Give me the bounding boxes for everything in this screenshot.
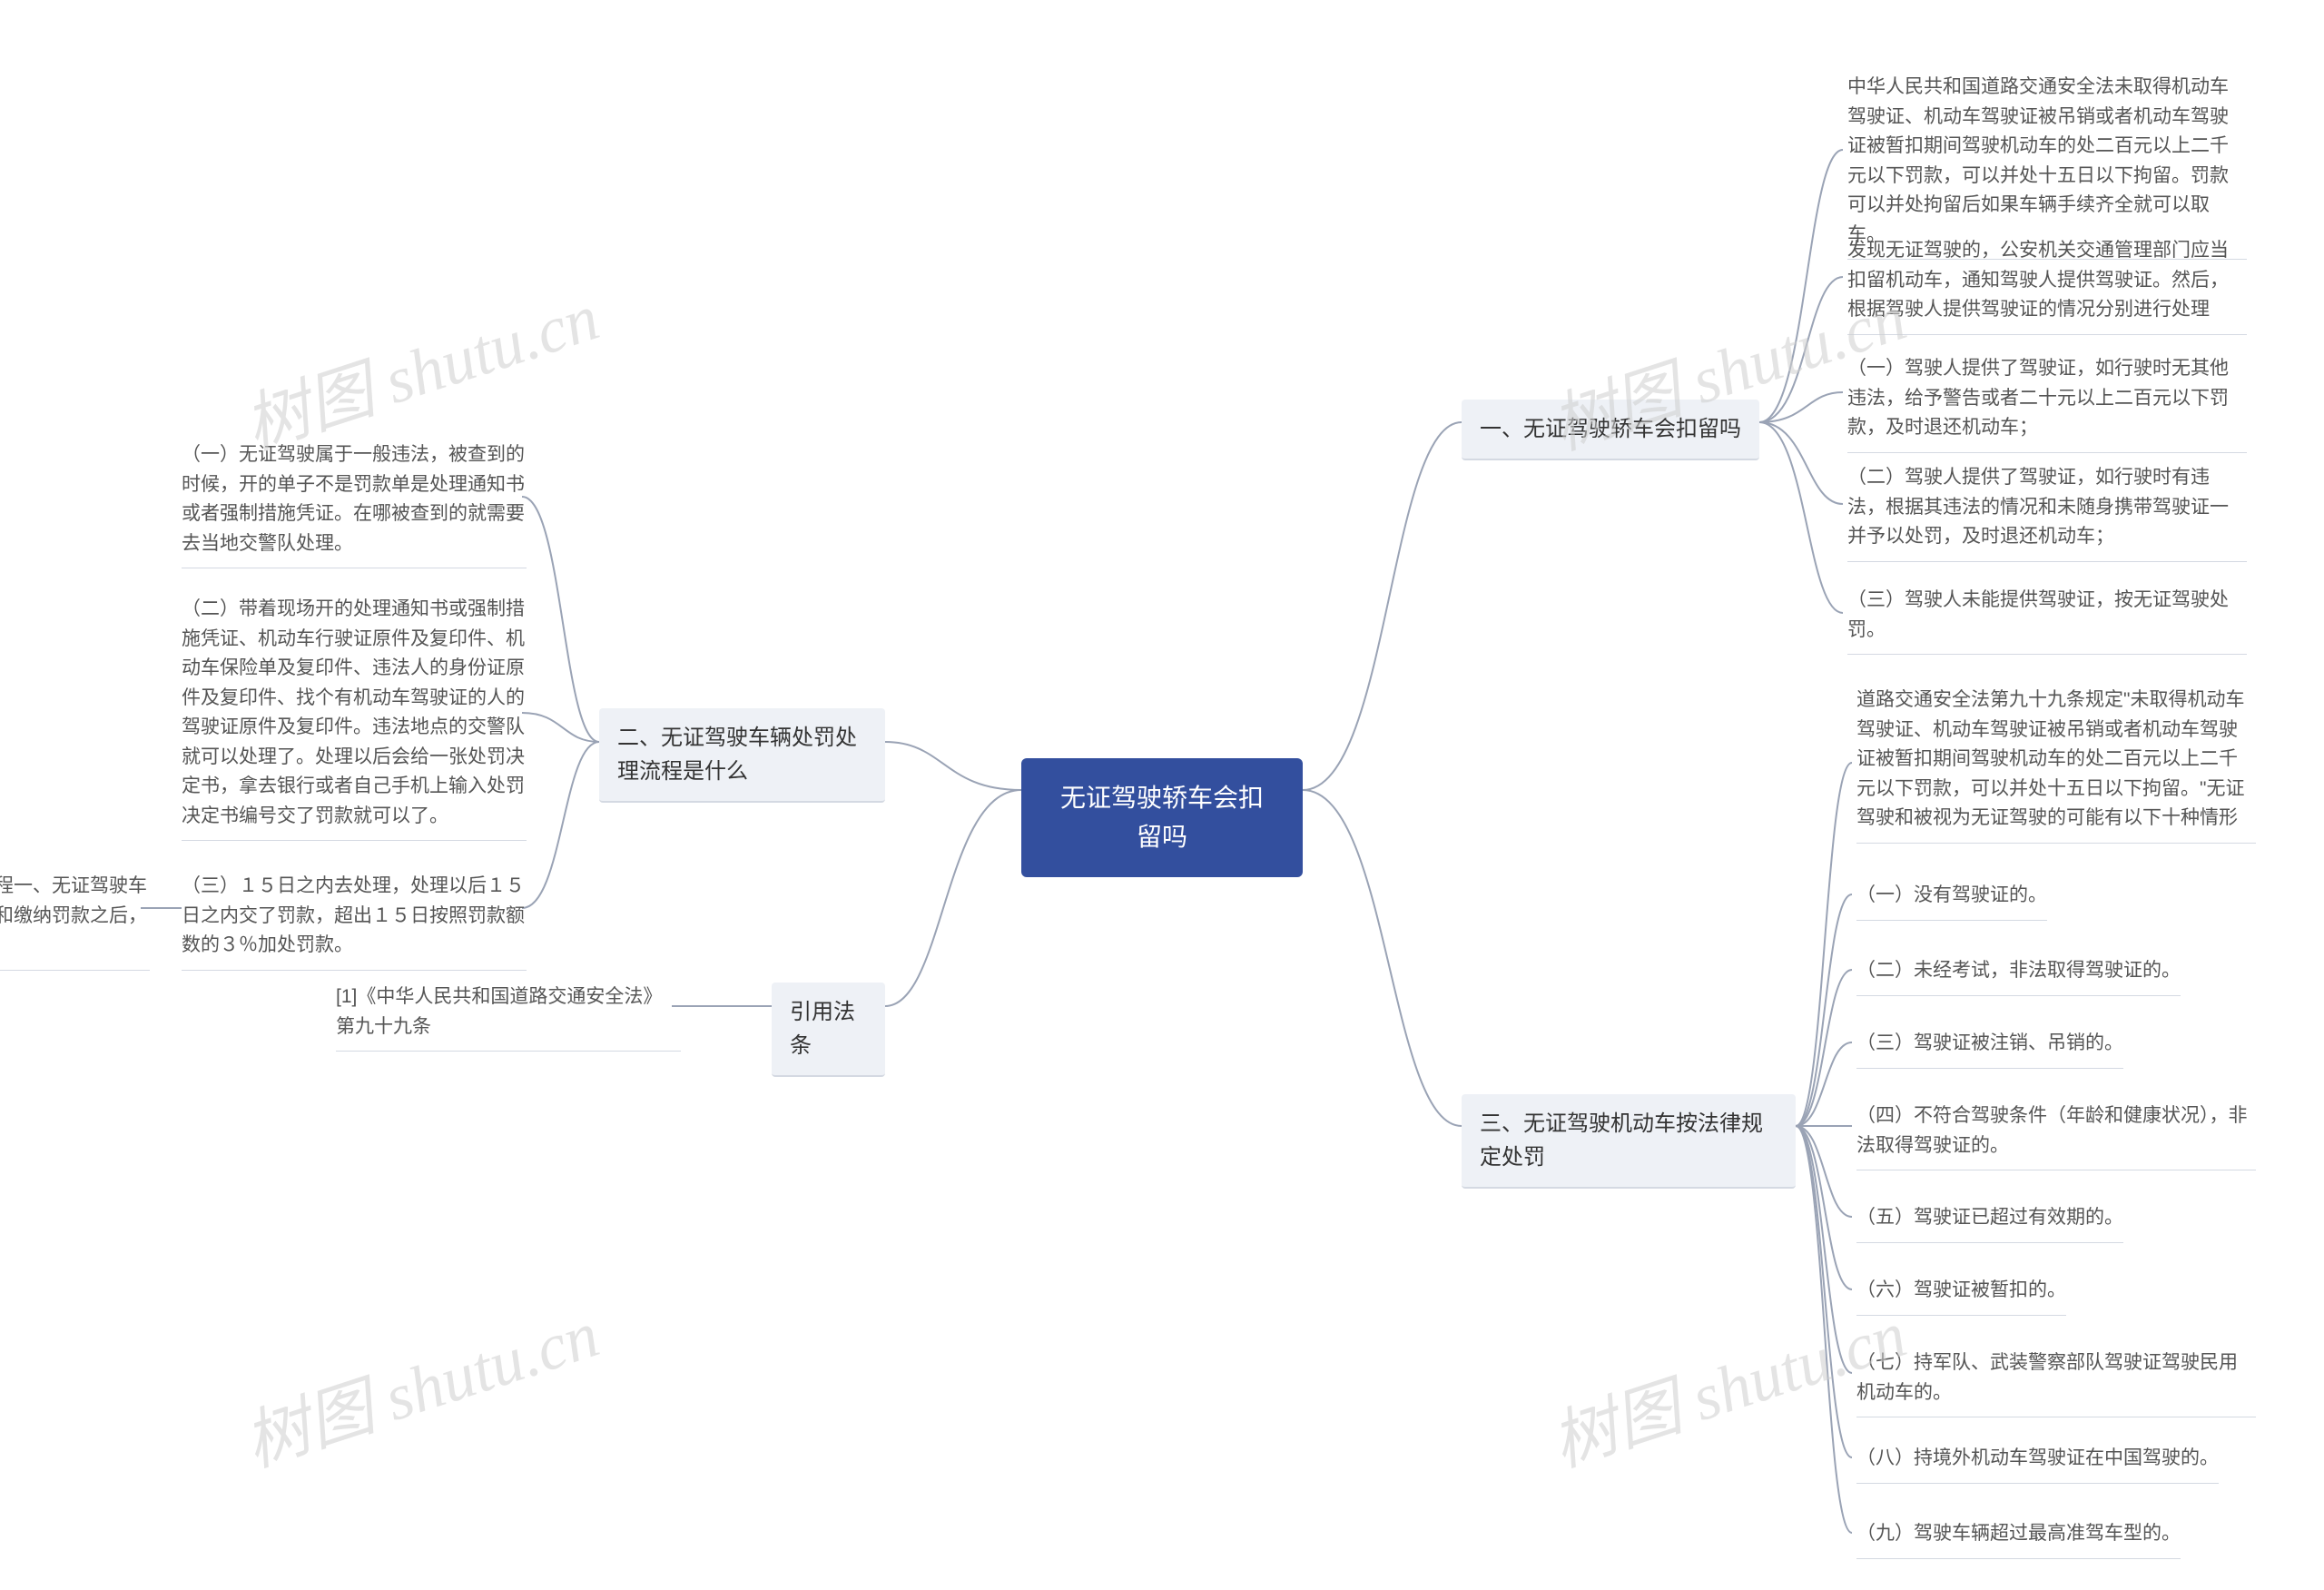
branch-right-1: 一、无证驾驶轿车会扣留吗 xyxy=(1462,400,1759,460)
leaf-r2-10: （九）驾驶车辆超过最高准驾车型的。 xyxy=(1856,1519,2181,1559)
leaf-l1-3: （三）１５日之内去处理，处理以后１５日之内交了罚款，超出１５日按照罚款额数的３％… xyxy=(182,872,527,971)
leaf-l1-2: （二）带着现场开的处理通知书或强制措施凭证、机动车行驶证原件及复印件、机动车保险… xyxy=(182,595,527,841)
leaf-r2-4: （三）驾驶证被注销、吊销的。 xyxy=(1856,1029,2123,1069)
leaf-l2-1: [1]《中华人民共和国道路交通安全法》 第九十九条 xyxy=(336,983,681,1052)
leaf-r2-6: （五）驾驶证已超过有效期的。 xyxy=(1856,1203,2123,1243)
leaf-r2-1: 道路交通安全法第九十九条规定"未取得机动车驾驶证、机动车驾驶证被吊销或者机动车驾… xyxy=(1856,686,2256,844)
root-node: 无证驾驶轿车会扣留吗 xyxy=(1021,758,1303,877)
leaf-r2-2: （一）没有驾驶证的。 xyxy=(1856,881,2047,921)
leaf-r1-2: 发现无证驾驶的，公安机关交通管理部门应当扣留机动车，通知驾驶人提供驾驶证。然后，… xyxy=(1847,236,2247,335)
leaf-l1-3-sub: 无证驾驶扣车提车流程一、无证驾驶车辆被扣需要接受拘留和缴纳罚款之后，才可以取车出… xyxy=(0,872,150,971)
branch-left-1: 二、无证驾驶车辆处罚处理流程是什么 xyxy=(599,708,885,803)
leaf-r1-4: （二）驾驶人提供了驾驶证，如行驶时有违法，根据其违法的情况和未随身携带驾驶证一并… xyxy=(1847,463,2247,562)
watermark-3: 树图 shutu.cn xyxy=(231,1280,609,1485)
watermark-1: 树图 shutu.cn xyxy=(231,263,609,468)
leaf-r1-3: （一）驾驶人提供了驾驶证，如行驶时无其他违法，给予警告或者二十元以上二百元以下罚… xyxy=(1847,354,2247,453)
leaf-r2-5: （四）不符合驾驶条件（年龄和健康状况），非法取得驾驶证的。 xyxy=(1856,1101,2256,1170)
leaf-l1-1: （一）无证驾驶属于一般违法，被查到的时候，开的单子不是罚款单是处理通知书或者强制… xyxy=(182,440,527,568)
leaf-r2-9: （八）持境外机动车驾驶证在中国驾驶的。 xyxy=(1856,1444,2219,1484)
branch-right-2: 三、无证驾驶机动车按法律规定处罚 xyxy=(1462,1094,1796,1189)
leaf-r2-8: （七）持军队、武装警察部队驾驶证驾驶民用机动车的。 xyxy=(1856,1348,2256,1417)
leaf-r1-1: 中华人民共和国道路交通安全法未取得机动车驾驶证、机动车驾驶证被吊销或者机动车驾驶… xyxy=(1847,73,2247,260)
leaf-r2-3: （二）未经考试，非法取得驾驶证的。 xyxy=(1856,956,2181,996)
leaf-r2-7: （六）驾驶证被暂扣的。 xyxy=(1856,1276,2066,1316)
mindmap-canvas: 无证驾驶轿车会扣留吗 一、无证驾驶轿车会扣留吗 中华人民共和国道路交通安全法未取… xyxy=(0,0,2324,1590)
leaf-r1-5: （三）驾驶人未能提供驾驶证，按无证驾驶处罚。 xyxy=(1847,586,2247,655)
branch-left-2: 引用法条 xyxy=(772,983,885,1077)
